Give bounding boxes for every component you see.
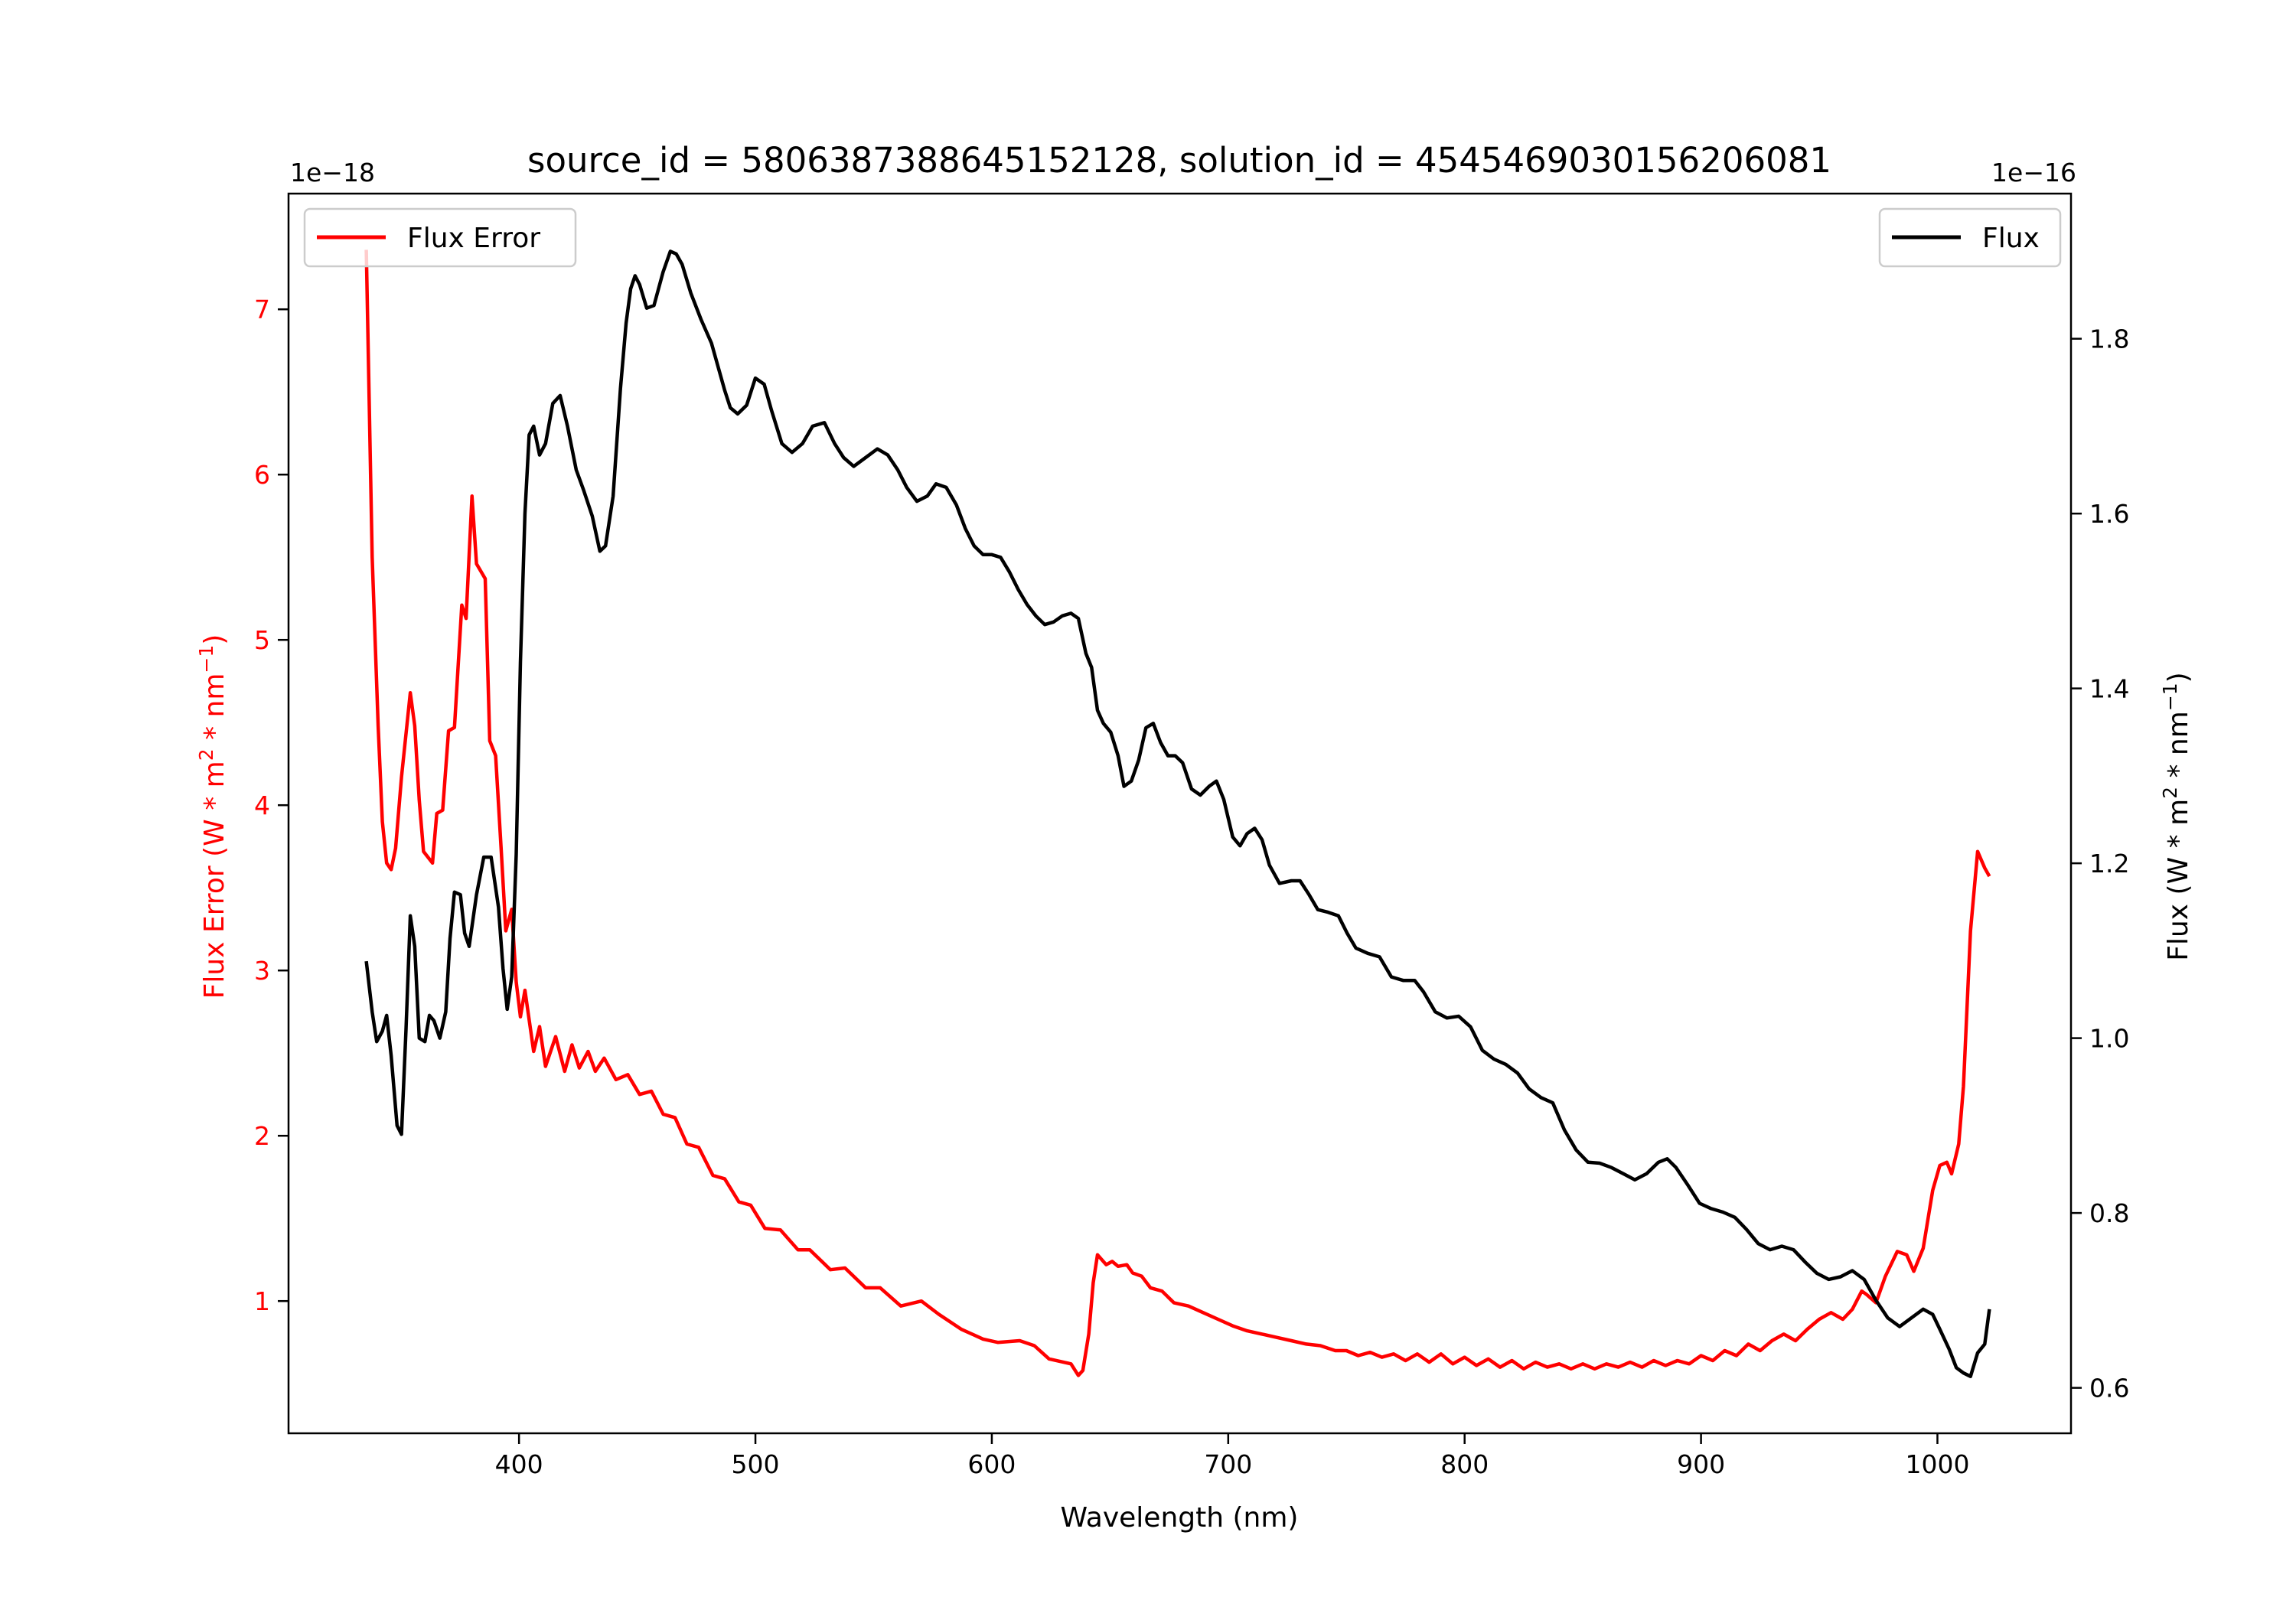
left-y-tick-label: 7 [254, 295, 270, 324]
right-y-label-sup2: −1 [2159, 683, 2181, 711]
plot-frame [287, 192, 2073, 1435]
right-y-label-sup1: 2 [2159, 787, 2181, 799]
left-y-tick-label: 3 [254, 956, 270, 986]
legend-flux-label: Flux [1982, 223, 2040, 254]
left-y-tick-label: 6 [254, 460, 270, 490]
x-tick-label: 500 [732, 1449, 780, 1479]
right-y-label-suffix: ) [2163, 672, 2194, 683]
left-offset-text: 1e−18 [290, 158, 375, 187]
legend-flux: Flux [1878, 207, 2062, 268]
x-tick-label: 600 [967, 1449, 1016, 1479]
series-layer [364, 249, 1991, 1378]
legend-flux-error-label: Flux Error [407, 223, 540, 254]
x-tick-label: 700 [1204, 1449, 1252, 1479]
left-y-label-suffix: ) [199, 634, 230, 645]
left-y-tick-label: 5 [254, 625, 270, 655]
right-y-tick-label: 1.6 [2089, 499, 2129, 529]
left-y-tick-label: 4 [254, 790, 270, 820]
left-y-tick-label: 2 [254, 1121, 270, 1151]
flux-line [364, 249, 1991, 1378]
left-y-axis-label: Flux Error (W * m2 * nm−1) [195, 634, 230, 999]
right-y-tick-label: 1.8 [2089, 324, 2129, 354]
right-y-axis-label: Flux (W * m2 * nm−1) [2159, 672, 2194, 960]
left-y-label-sup2: −1 [195, 645, 217, 673]
right-y-tick-label: 1.0 [2089, 1024, 2129, 1054]
x-tick-label: 900 [1677, 1449, 1725, 1479]
x-tick-label: 1000 [1905, 1449, 1969, 1479]
x-tick-label: 400 [495, 1449, 543, 1479]
left-y-tick-label: 1 [254, 1286, 270, 1316]
right-y-tick-label: 0.6 [2089, 1374, 2129, 1403]
right-offset-text: 1e−16 [1991, 158, 2076, 187]
right-y-label-prefix: Flux (W * m [2163, 799, 2194, 961]
x-tick-label: 800 [1440, 1449, 1489, 1479]
left-y-label-prefix: Flux Error (W * m [199, 761, 230, 999]
right-y-tick-label: 1.2 [2089, 849, 2129, 878]
right-y-tick-label: 0.8 [2089, 1198, 2129, 1228]
flux-error-line [364, 249, 1991, 1377]
x-axis-label: Wavelength (nm) [1061, 1502, 1299, 1534]
right-y-tick-label: 1.4 [2089, 674, 2129, 704]
legend-flux-error: Flux Error [303, 207, 577, 268]
left-y-label-sup1: 2 [195, 748, 217, 761]
ticks-layer: 400 500 600 700 800 900 1000 1 2 3 4 5 6 7 0.6 0.8 1.0 1.… [254, 295, 2129, 1479]
right-y-label-mid: * nm [2163, 711, 2194, 787]
left-y-label-mid: * nm [199, 673, 230, 749]
chart-title: source_id = 5806387388645152128, solutio… [527, 140, 1831, 181]
